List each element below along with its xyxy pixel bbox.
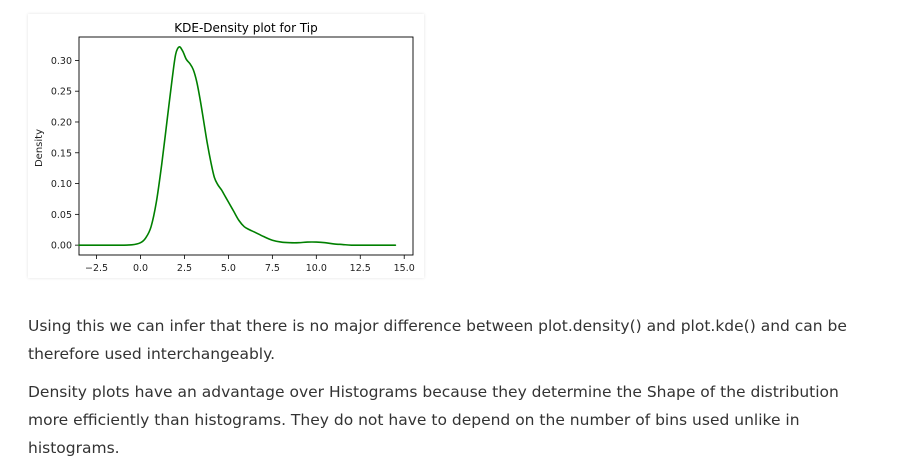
x-tick-label: 5.0	[221, 263, 236, 274]
y-axis-label: Density	[34, 129, 45, 167]
chart-title: KDE-Density plot for Tip	[174, 21, 318, 35]
paragraph-density-advantage: Density plots have an advantage over His…	[28, 383, 839, 457]
x-tick-label: 10.0	[306, 263, 327, 274]
paragraph-interchangeable: Using this we can infer that there is no…	[28, 317, 847, 363]
density-curve-0	[78, 46, 397, 246]
y-tick-label: 0.25	[51, 87, 72, 98]
y-tick-label: 0.00	[51, 241, 72, 252]
plot-area: 0.00 0.05 0.10 0.15 0.20 0.25 0.30 −2.5 0.0 2.5 5.…	[51, 36, 415, 274]
x-tick-label: 0.0	[133, 263, 148, 274]
x-tick-label: 12.5	[350, 263, 371, 274]
y-tick-label: 0.10	[51, 179, 72, 190]
x-tick-label: 15.0	[394, 263, 415, 274]
x-tick-label: 2.5	[177, 263, 192, 274]
density-figure: KDE-Density plot for Tip Density 0.00 0.0…	[28, 14, 424, 278]
plot-frame	[78, 36, 414, 256]
y-tick-label: 0.20	[51, 117, 72, 128]
y-tick-label: 0.30	[51, 56, 72, 67]
y-tick-label: 0.05	[51, 210, 72, 221]
y-tick-label: 0.15	[51, 148, 72, 159]
kde-density-chart: KDE-Density plot for Tip Density 0.000.0…	[34, 21, 415, 274]
x-tick-label: 7.5	[265, 263, 280, 274]
x-tick-label: −2.5	[85, 263, 108, 274]
